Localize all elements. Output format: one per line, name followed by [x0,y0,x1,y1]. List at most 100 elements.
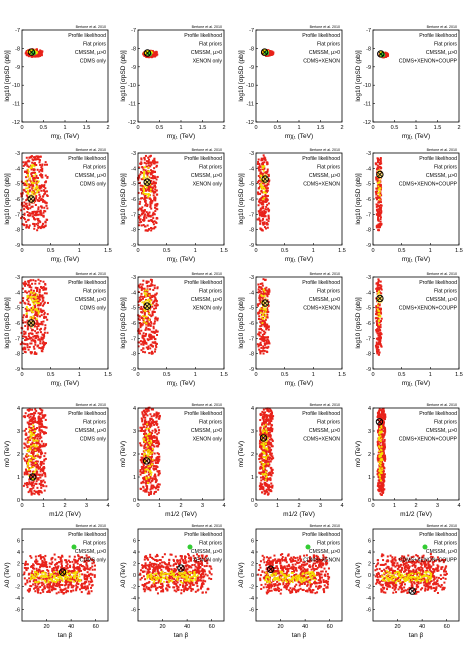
x-tick-label: 1 [78,372,81,378]
credible-region [137,154,159,232]
y-tick-label: -11 [246,102,254,108]
x-tick-label: 1 [276,503,279,509]
x-tick-label: 1.5 [455,372,463,378]
x-tick-label: 1 [414,125,417,131]
legend-line: CMSSM, μ>0 [191,549,222,555]
panel-r1-c4: Bertone et al. 2010 Profile likelihood Fla… [355,25,461,140]
x-tick-label: 1.5 [317,125,325,131]
y-tick-label: -4 [366,290,371,296]
x-tick-label: 1.5 [199,125,207,131]
legend-line: Profile likelihood [184,411,222,417]
legend-line: CDMS only [80,59,107,65]
x-axis-label: mχ₁ (TeV) [402,133,430,140]
x-tick-label: 1 [42,503,45,509]
x-tick-label: 1 [297,125,300,131]
y-tick-label: -4 [366,596,371,602]
best-fit-marker [259,434,268,442]
x-axis-label: tan β [292,632,307,639]
x-tick-label: 0.5 [163,372,171,378]
legend-line: CMSSM, μ>0 [426,549,457,555]
x-axis-label: mχ₁ (TeV) [285,256,313,263]
x-tick-label: 1.5 [104,248,112,254]
legend-line: Profile likelihood [419,156,457,162]
credible-region [256,278,271,355]
x-tick-label: 20 [44,624,50,630]
y-tick-label: 2 [368,452,371,458]
y-tick-label: -7 [131,28,136,34]
y-axis-label: m0 (TeV) [355,441,362,467]
x-tick-label: 60 [444,624,450,630]
y-tick-label: -7 [366,28,371,34]
legend-line: CDMS only [80,182,107,188]
panel-r5-c4: Bertone et al. 2010 Profile likelihood Fla… [355,524,460,639]
legend-line: CMSSM, μ>0 [426,50,457,56]
x-tick-label: 1 [78,248,81,254]
y-tick-label: -5 [15,182,20,188]
legend-line: Profile likelihood [184,532,222,538]
panel-r3-c2: Bertone et al. 2010 Profile likelihood Fla… [120,272,228,387]
y-tick-label: -7 [15,336,20,342]
x-tick-label: 0 [136,248,139,254]
credible-region [374,553,448,595]
y-tick-label: -8 [131,228,136,234]
y-axis-label: log10 [σpSD (pb)] [355,173,362,225]
y-tick-label: -11 [12,102,20,108]
y-tick-label: -9 [15,243,20,249]
best-fit-marker [27,48,36,56]
y-tick-label: 4 [251,550,254,556]
y-tick-label: 0 [133,498,136,504]
y-axis-label: log10 [σpSD (pb)] [4,50,11,102]
credit-text: Bertone et al. 2010 [427,403,457,407]
legend-line: Flat priors [317,289,340,295]
y-tick-label: -4 [131,290,136,296]
y-tick-label: -12 [128,120,136,126]
y-tick-label: -5 [15,306,20,312]
x-tick-label: 0 [136,503,139,509]
legend-line: Profile likelihood [302,156,340,162]
best-fit-marker [27,319,35,327]
y-tick-label: -6 [131,197,136,203]
x-tick-label: 60 [327,624,333,630]
y-axis-label: log10 [σpSD (pb)] [120,297,127,349]
y-tick-label: -8 [366,46,371,52]
x-tick-label: 60 [93,624,99,630]
credit-text: Bertone et al. 2010 [76,524,106,528]
y-tick-label: -8 [366,228,371,234]
legend-line: Profile likelihood [68,411,106,417]
x-tick-label: 2 [222,125,225,131]
credible-region [376,407,387,496]
x-axis-label: m1/2 (TeV) [400,511,432,518]
y-tick-label: -9 [249,243,254,249]
x-tick-label: 4 [457,503,460,509]
y-tick-label: -9 [366,65,371,71]
y-tick-label: -6 [249,197,254,203]
legend-line: Flat priors [199,289,222,295]
y-tick-label: 2 [251,562,254,568]
legend-line: CDMS+XENON+COUPP [399,437,458,443]
best-fit-marker [261,175,269,183]
y-tick-label: -2 [366,585,371,591]
y-axis-label: A0 (TeV) [355,562,362,587]
legend-line: Flat priors [434,420,457,426]
y-tick-label: -7 [366,336,371,342]
x-tick-label: 1.5 [338,248,346,254]
legend-line: Profile likelihood [302,411,340,417]
y-axis-label: A0 (TeV) [4,562,11,587]
legend-line: XENON only [193,437,223,443]
legend-line: CMSSM, μ>0 [309,297,340,303]
y-tick-label: -7 [249,212,254,218]
best-fit-marker [408,587,417,595]
y-tick-label: -6 [366,197,371,203]
y-tick-label: 4 [368,406,371,412]
x-tick-label: 0.5 [391,125,399,131]
y-axis-label: m0 (TeV) [120,441,127,467]
y-tick-label: -5 [366,306,371,312]
y-tick-label: 3 [133,429,136,435]
legend-line: Profile likelihood [302,280,340,286]
y-tick-label: 6 [133,539,136,545]
best-fit-marker [143,178,151,186]
y-tick-label: -3 [249,151,254,157]
x-axis-label: mχ₁ (TeV) [51,133,79,140]
x-tick-label: 2 [63,503,66,509]
